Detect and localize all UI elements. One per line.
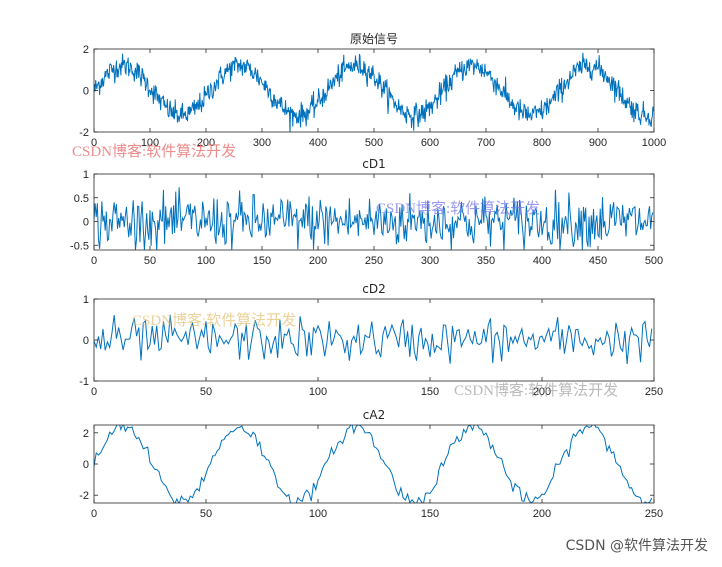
- x-tick-label: 200: [533, 508, 551, 520]
- x-tick-label: 400: [533, 255, 551, 267]
- x-tick-label: 150: [253, 255, 271, 267]
- footer-credit: CSDN @软件算法开发: [565, 538, 708, 554]
- x-tick-label: 0: [91, 137, 97, 149]
- x-tick-label: 150: [421, 386, 439, 398]
- x-tick-label: 50: [200, 386, 212, 398]
- x-tick-label: 200: [309, 255, 327, 267]
- x-tick-label: 300: [253, 137, 271, 149]
- x-tick-label: 0: [91, 508, 97, 520]
- x-tick-label: 0: [91, 255, 97, 267]
- x-tick-label: 800: [533, 137, 551, 149]
- x-tick-label: 350: [477, 255, 495, 267]
- y-tick-label: -2: [79, 490, 89, 502]
- y-tick-label: 2: [83, 44, 89, 56]
- x-tick-label: 900: [589, 137, 607, 149]
- subplot-title-3: cD2: [362, 282, 385, 296]
- x-tick-label: 200: [197, 137, 215, 149]
- x-tick-label: 700: [477, 137, 495, 149]
- subplot-2: 0 50 100 150 200 250 300 350 400 450 500-0.500.51c…: [70, 157, 663, 267]
- x-tick-label: 250: [365, 255, 383, 267]
- y-tick-label: -0.5: [70, 240, 89, 252]
- x-tick-label: 100: [141, 137, 159, 149]
- x-tick-label: 200: [533, 386, 551, 398]
- watermark-3: CSDN博客:软件算法开发: [132, 313, 297, 329]
- watermark-4: CSDN博客:软件算法开发: [454, 383, 619, 399]
- x-tick-label: 300: [421, 255, 439, 267]
- y-tick-label: 0.5: [74, 193, 89, 205]
- x-tick-label: 450: [589, 255, 607, 267]
- x-tick-label: 400: [309, 137, 327, 149]
- x-tick-label: 150: [421, 508, 439, 520]
- x-tick-label: 600: [421, 137, 439, 149]
- y-tick-label: 1: [83, 294, 89, 306]
- watermark-2: CSDN博客:软件算法开发: [376, 201, 541, 217]
- series-line-1: [94, 52, 654, 132]
- series-line-4: [94, 425, 653, 503]
- x-tick-label: 500: [645, 255, 663, 267]
- y-tick-label: -2: [79, 127, 89, 139]
- x-tick-label: 250: [645, 386, 663, 398]
- x-tick-label: 100: [197, 255, 215, 267]
- y-tick-label: -1: [79, 376, 89, 388]
- subplot-title-4: cA2: [363, 408, 385, 422]
- x-tick-label: 100: [309, 508, 327, 520]
- series-line-2: [94, 187, 654, 250]
- x-tick-label: 50: [200, 508, 212, 520]
- x-tick-label: 500: [365, 137, 383, 149]
- watermark-1: CSDN博客:软件算法开发: [72, 144, 237, 160]
- axes-box-4: [93, 424, 655, 504]
- subplot-title-2: cD1: [362, 157, 385, 171]
- x-tick-label: 250: [645, 508, 663, 520]
- x-tick-label: 0: [91, 386, 97, 398]
- x-tick-label: 1000: [642, 137, 666, 149]
- y-tick-label: 2: [83, 428, 89, 440]
- y-tick-label: 0: [83, 86, 89, 98]
- x-tick-label: 100: [309, 386, 327, 398]
- x-tick-label: 50: [144, 255, 156, 267]
- series-line-3: [94, 314, 653, 364]
- subplot-title-1: 原始信号: [350, 32, 398, 46]
- y-tick-label: 0: [83, 335, 89, 347]
- y-tick-label: 0: [83, 459, 89, 471]
- y-tick-label: 1: [83, 169, 89, 181]
- y-tick-label: 0: [83, 217, 89, 229]
